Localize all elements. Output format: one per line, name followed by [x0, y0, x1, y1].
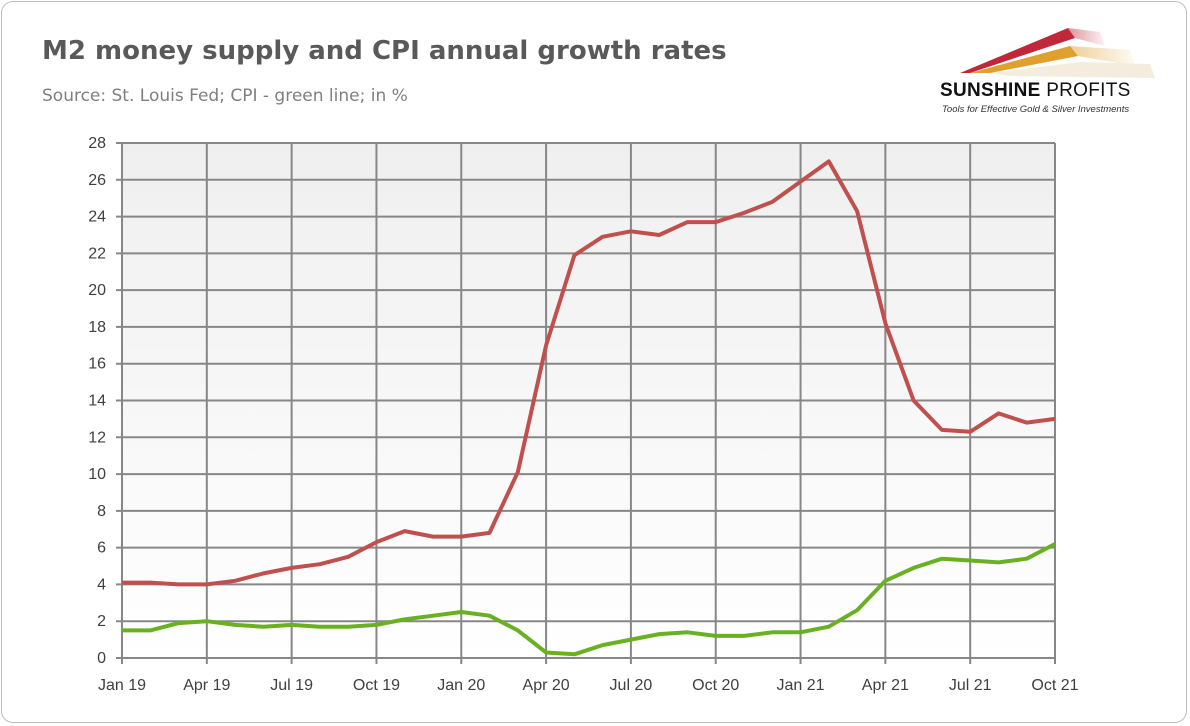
y-tick-label: 22 [88, 245, 106, 262]
y-tick-label: 6 [97, 540, 106, 557]
y-tick-label: 20 [88, 282, 106, 299]
x-tick-label: Apr 21 [862, 677, 909, 694]
x-tick-label: Apr 19 [183, 677, 230, 694]
y-tick-label: 10 [88, 466, 106, 483]
y-tick-label: 4 [97, 576, 106, 593]
logo-name: SUNSHINE PROFITS [940, 80, 1131, 102]
y-tick-label: 2 [97, 613, 106, 630]
logo-rays-icon [960, 28, 1155, 78]
x-tick-label: Jul 20 [610, 677, 653, 694]
y-tick-label: 8 [97, 503, 106, 520]
y-tick-label: 26 [88, 172, 106, 189]
x-tick-label: Jul 21 [949, 677, 992, 694]
x-tick-label: Jan 20 [437, 677, 485, 694]
x-tick-label: Apr 20 [523, 677, 570, 694]
x-tick-label: Jan 21 [777, 677, 825, 694]
y-tick-label: 14 [88, 393, 106, 410]
logo-name-regular: PROFITS [1046, 80, 1131, 101]
logo-tagline: Tools for Effective Gold & Silver Invest… [942, 104, 1130, 115]
y-tick-label: 12 [88, 429, 106, 446]
x-tick-label: Oct 19 [353, 677, 400, 694]
y-tick-label: 16 [88, 356, 106, 373]
m2-growth-line [122, 159, 1056, 587]
sunshine-profits-logo: SUNSHINE PROFITS Tools for Effective Gol… [930, 18, 1170, 118]
x-tick-label: Oct 20 [692, 677, 739, 694]
logo-name-bold: SUNSHINE [940, 80, 1041, 101]
x-tick-label: Jan 19 [98, 677, 146, 694]
x-tick-label: Jul 19 [270, 677, 313, 694]
cpi-growth-line [122, 542, 1056, 657]
y-tick-label: 18 [88, 319, 106, 336]
x-tick-label: Oct 21 [1031, 677, 1078, 694]
chart-subtitle: Source: St. Louis Fed; CPI - green line;… [42, 86, 408, 106]
y-tick-label: 24 [88, 209, 106, 226]
y-tick-label: 0 [97, 650, 106, 667]
y-tick-label: 28 [88, 135, 106, 152]
chart-title: M2 money supply and CPI annual growth ra… [42, 36, 727, 66]
